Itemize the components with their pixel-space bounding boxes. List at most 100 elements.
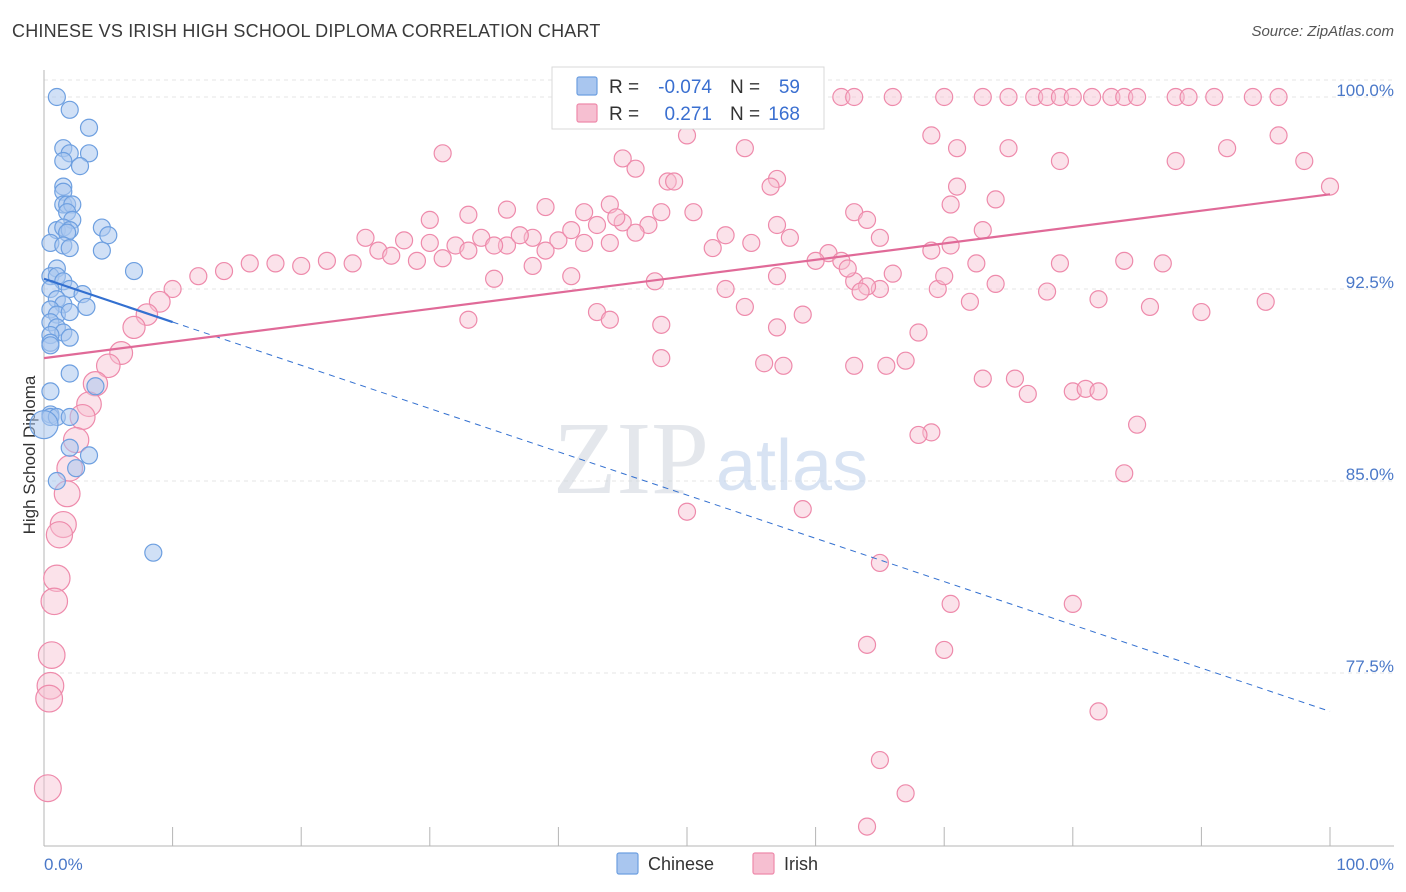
chinese-points [29, 87, 163, 562]
irish-point [703, 238, 722, 258]
irish-point [613, 149, 632, 168]
chinese-point [60, 438, 79, 457]
irish-point [1192, 302, 1211, 322]
irish-point [1295, 151, 1314, 171]
irish-point [626, 223, 645, 242]
irish-point [767, 215, 787, 235]
irish-point [665, 172, 684, 191]
irish-point [742, 233, 761, 253]
chinese-point [67, 459, 86, 478]
irish-point [45, 521, 74, 549]
irish-point [735, 139, 754, 158]
irish-point [1063, 87, 1082, 107]
irish-point [761, 177, 780, 196]
irish-point [1050, 151, 1070, 171]
irish-point [40, 587, 69, 616]
irish-point [999, 87, 1018, 107]
irish-point [1037, 87, 1057, 107]
irish-point [266, 254, 285, 273]
irish-point [857, 635, 877, 654]
x-tick-label-max: 100.0% [1336, 855, 1394, 874]
x-tick-label-min: 0.0% [44, 855, 83, 874]
watermark-zip: ZIP [553, 401, 709, 516]
irish-point [652, 315, 671, 334]
chinese-trendline-dashed [172, 321, 1331, 712]
irish-point [1127, 415, 1147, 434]
irish-point [935, 87, 954, 107]
chinese-point [47, 471, 66, 491]
irish-point [735, 297, 754, 317]
irish-point [549, 231, 568, 250]
irish-point [43, 564, 71, 593]
axes [43, 70, 1394, 847]
irish-point [536, 197, 555, 217]
irish-point [986, 274, 1005, 293]
irish-point [1243, 87, 1262, 107]
chinese-swatch [576, 76, 598, 96]
chinese-point [70, 157, 90, 176]
irish-point [37, 641, 66, 669]
irish-point [883, 87, 902, 107]
irish-point [382, 246, 401, 265]
irish-point [793, 500, 812, 519]
chinese-point [60, 407, 79, 427]
irish-point [941, 236, 960, 255]
irish-point [1089, 702, 1108, 721]
irish-point [562, 267, 581, 286]
series-legend: Chinese Irish [616, 852, 818, 875]
irish-point [870, 750, 890, 770]
irish-point [626, 159, 645, 178]
irish-point [1082, 87, 1102, 107]
chinese-point [60, 238, 79, 258]
irish-point [909, 323, 928, 342]
irish-point [189, 267, 208, 286]
chinese-n-label: N = [730, 77, 760, 98]
irish-point [857, 210, 877, 229]
irish-point [857, 817, 877, 836]
irish-point [420, 233, 439, 253]
irish-point [1102, 87, 1121, 107]
chinese-point [60, 302, 79, 322]
irish-point [652, 203, 671, 222]
irish-point [658, 172, 677, 191]
chinese-trendline-solid [43, 277, 173, 324]
chart-title: CHINESE VS IRISH HIGH SCHOOL DIPLOMA COR… [12, 21, 601, 41]
chinese-point [99, 226, 118, 245]
irish-point [947, 139, 967, 158]
irish-point [652, 349, 671, 368]
irish-point [851, 282, 870, 301]
legend-irish-label[interactable]: Irish [784, 854, 818, 874]
irish-point [459, 241, 478, 260]
irish-point [575, 203, 594, 222]
irish-point [941, 195, 960, 214]
irish-point [909, 425, 928, 445]
chinese-point [86, 377, 105, 396]
trendlines [43, 193, 1331, 712]
legend-chinese-label[interactable]: Chinese [648, 854, 714, 874]
irish-point [1115, 464, 1134, 483]
irish-point [433, 144, 452, 163]
irish-point [870, 553, 890, 573]
irish-point [485, 269, 504, 288]
irish-point [35, 684, 64, 713]
irish-point [1037, 282, 1057, 301]
legend-irish-swatch[interactable] [752, 852, 775, 875]
chinese-point [60, 364, 79, 383]
irish-point [896, 351, 915, 370]
irish-point [607, 208, 626, 227]
irish-point [986, 190, 1005, 209]
y-axis-label: High School Diploma [20, 375, 39, 534]
irish-point [1089, 382, 1108, 401]
y-tick-label: 85.0% [1346, 465, 1394, 484]
irish-point [967, 254, 986, 273]
legend-chinese-swatch[interactable] [616, 852, 639, 875]
irish-point [214, 261, 234, 281]
irish-r-label: R = [609, 104, 639, 125]
irish-point [497, 200, 517, 219]
irish-point [838, 259, 857, 278]
irish-point [973, 87, 992, 107]
irish-point [716, 279, 735, 299]
irish-point [1269, 87, 1288, 107]
irish-point [1205, 87, 1224, 107]
irish-point [433, 249, 452, 268]
